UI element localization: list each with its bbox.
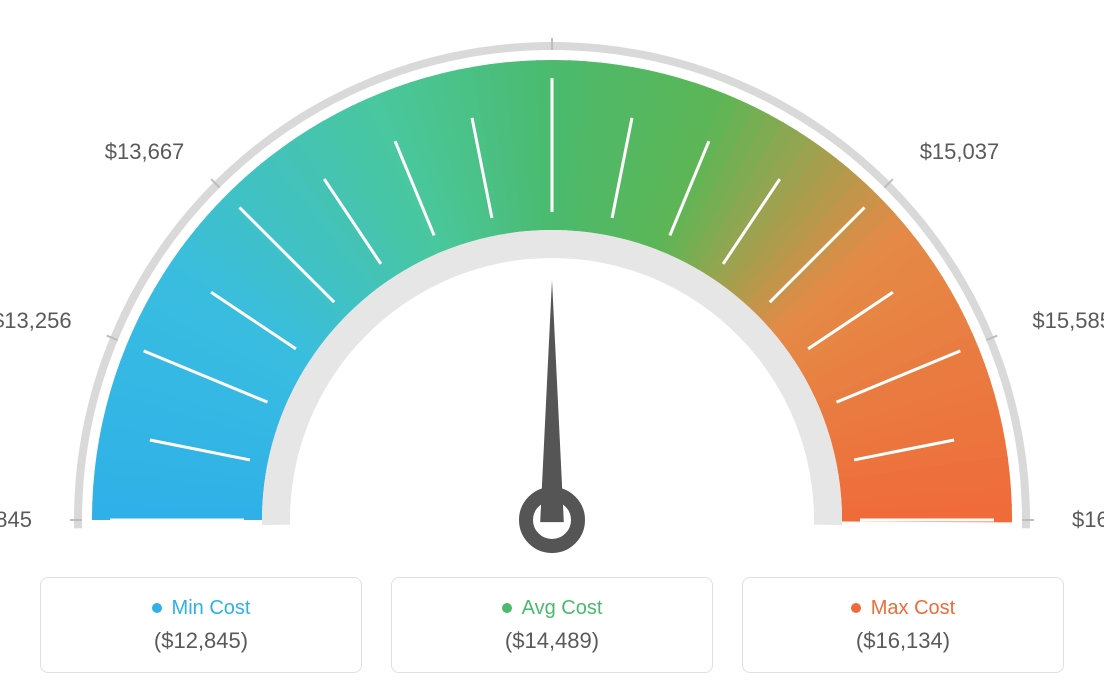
gauge-tick-label: $15,037	[920, 139, 1000, 165]
legend-card-max: Max Cost ($16,134)	[742, 577, 1064, 673]
gauge-tick-label: $15,585	[1032, 308, 1104, 334]
legend-dot-min	[152, 603, 162, 613]
cost-gauge-chart: $12,845$13,256$13,667$14,489$15,037$15,5…	[0, 0, 1104, 690]
legend-title-max: Max Cost	[851, 597, 955, 620]
legend-dot-avg	[502, 603, 512, 613]
gauge-tick-label: $12,845	[0, 507, 32, 533]
gauge-tick-label: $13,667	[105, 139, 185, 165]
legend-label-min: Min Cost	[172, 597, 251, 620]
legend-label-max: Max Cost	[871, 597, 955, 620]
gauge-tick-label: $13,256	[0, 308, 72, 334]
legend-value-max: ($16,134)	[856, 628, 950, 654]
gauge-area: $12,845$13,256$13,667$14,489$15,037$15,5…	[0, 0, 1104, 560]
legend-card-avg: Avg Cost ($14,489)	[391, 577, 713, 673]
legend-value-min: ($12,845)	[154, 628, 248, 654]
legend-title-min: Min Cost	[152, 597, 251, 620]
legend-value-avg: ($14,489)	[505, 628, 599, 654]
legend-row: Min Cost ($12,845) Avg Cost ($14,489) Ma…	[0, 560, 1104, 690]
gauge-tick-label: $16,134	[1072, 507, 1104, 533]
legend-title-avg: Avg Cost	[502, 597, 603, 620]
legend-card-min: Min Cost ($12,845)	[40, 577, 362, 673]
gauge-needle	[540, 280, 564, 522]
legend-dot-max	[851, 603, 861, 613]
gauge-svg	[0, 0, 1104, 560]
legend-label-avg: Avg Cost	[522, 597, 603, 620]
